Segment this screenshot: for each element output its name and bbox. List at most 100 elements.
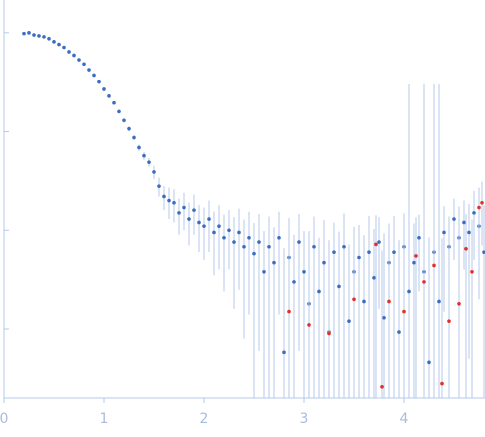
point bbox=[464, 246, 468, 251]
x-tick-label: 4 bbox=[400, 411, 409, 427]
point bbox=[402, 309, 406, 314]
point bbox=[117, 109, 121, 114]
point bbox=[422, 280, 426, 284]
point bbox=[367, 250, 371, 254]
point bbox=[414, 254, 418, 258]
point bbox=[347, 319, 351, 323]
point bbox=[37, 34, 41, 38]
point bbox=[207, 217, 211, 221]
point bbox=[252, 251, 256, 256]
point bbox=[157, 184, 161, 188]
point bbox=[147, 160, 151, 164]
point bbox=[307, 323, 311, 327]
point bbox=[297, 240, 301, 244]
point bbox=[457, 301, 461, 306]
point bbox=[372, 276, 376, 280]
point bbox=[374, 242, 378, 247]
point bbox=[137, 145, 141, 150]
point bbox=[407, 289, 411, 294]
point bbox=[377, 240, 381, 244]
point bbox=[322, 260, 326, 265]
point bbox=[47, 36, 51, 41]
point bbox=[152, 170, 156, 174]
point bbox=[82, 62, 86, 67]
point bbox=[327, 331, 331, 336]
point bbox=[32, 33, 36, 37]
point bbox=[482, 250, 485, 254]
point bbox=[462, 220, 466, 225]
point bbox=[62, 45, 66, 50]
point bbox=[67, 50, 71, 54]
point bbox=[287, 309, 291, 314]
point bbox=[292, 280, 296, 284]
x-tick-label: 3 bbox=[300, 411, 309, 427]
point bbox=[317, 289, 321, 294]
point bbox=[187, 217, 191, 221]
point bbox=[342, 245, 346, 249]
point bbox=[172, 200, 176, 205]
point bbox=[227, 228, 231, 233]
point bbox=[432, 263, 436, 268]
point bbox=[162, 194, 166, 199]
point bbox=[127, 126, 131, 131]
point bbox=[107, 94, 111, 98]
point bbox=[197, 220, 201, 225]
point bbox=[427, 360, 431, 365]
point bbox=[282, 350, 286, 355]
point bbox=[470, 269, 474, 274]
point bbox=[337, 284, 341, 289]
x-tick-label: 1 bbox=[100, 411, 109, 427]
point bbox=[257, 240, 261, 244]
point bbox=[72, 53, 76, 58]
point bbox=[212, 230, 216, 235]
point bbox=[52, 40, 56, 44]
point bbox=[352, 297, 356, 302]
point bbox=[92, 73, 96, 78]
point bbox=[42, 35, 46, 39]
point bbox=[417, 235, 421, 240]
point bbox=[440, 381, 444, 386]
point bbox=[177, 211, 181, 215]
point bbox=[387, 299, 391, 304]
point bbox=[447, 319, 451, 323]
point bbox=[102, 87, 106, 91]
point bbox=[202, 224, 206, 228]
point bbox=[112, 100, 116, 105]
point bbox=[247, 235, 251, 240]
x-tick-label: 2 bbox=[200, 411, 209, 427]
point bbox=[397, 330, 401, 334]
point bbox=[382, 315, 386, 320]
point bbox=[480, 200, 484, 205]
point bbox=[167, 198, 171, 203]
point bbox=[27, 31, 31, 35]
point bbox=[97, 79, 101, 84]
point bbox=[412, 260, 416, 265]
point bbox=[192, 208, 196, 212]
point bbox=[467, 230, 471, 235]
point bbox=[262, 269, 266, 274]
point bbox=[272, 260, 276, 265]
point bbox=[312, 245, 316, 249]
point bbox=[122, 118, 126, 123]
point bbox=[217, 224, 221, 228]
point bbox=[132, 135, 136, 140]
point bbox=[232, 240, 236, 244]
point bbox=[477, 205, 481, 210]
point bbox=[237, 230, 241, 235]
point bbox=[57, 42, 61, 47]
point bbox=[267, 245, 271, 249]
point bbox=[392, 250, 396, 254]
point bbox=[357, 255, 361, 260]
point bbox=[302, 269, 306, 274]
point bbox=[437, 299, 441, 304]
point bbox=[452, 217, 456, 221]
point bbox=[332, 250, 336, 254]
x-tick-label: 0 bbox=[0, 411, 8, 427]
point bbox=[380, 384, 384, 389]
point bbox=[87, 68, 91, 72]
point bbox=[22, 31, 26, 36]
point bbox=[242, 245, 246, 249]
point bbox=[472, 211, 476, 215]
point bbox=[277, 235, 281, 240]
